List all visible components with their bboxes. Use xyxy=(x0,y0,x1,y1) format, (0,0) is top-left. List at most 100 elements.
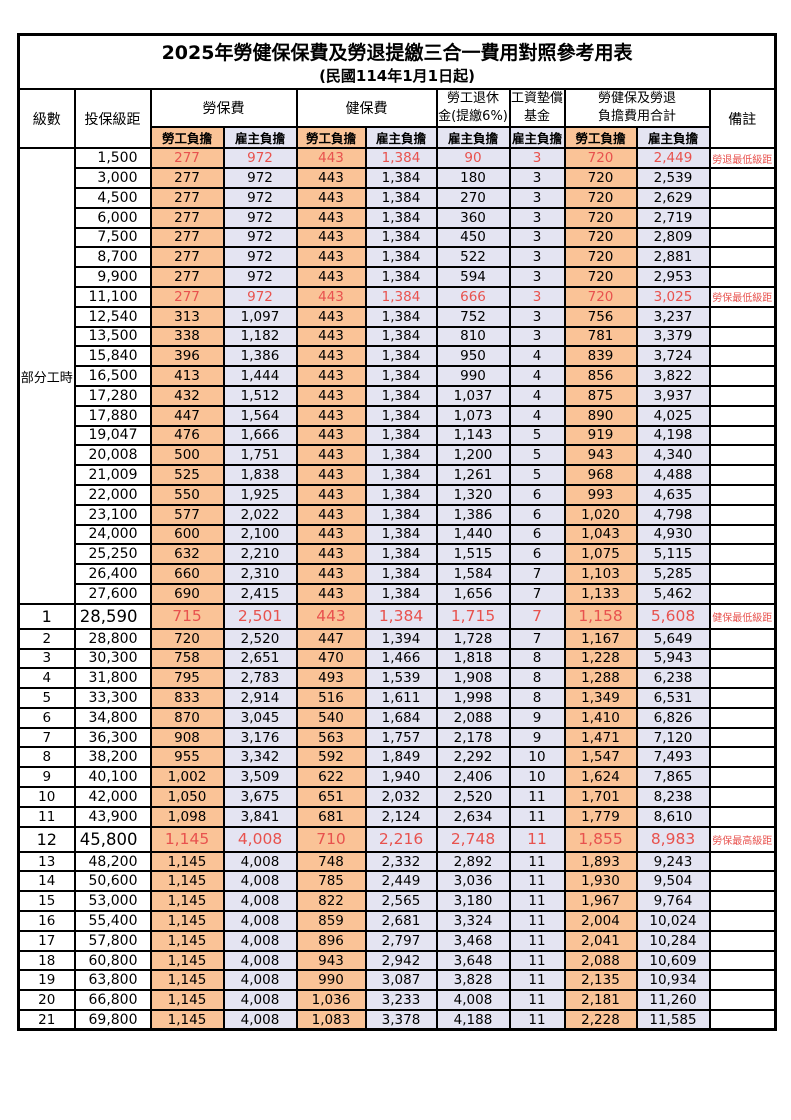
value-cell: 875 xyxy=(563,384,638,407)
remark-cell xyxy=(708,186,777,209)
value-cell: 2,501 xyxy=(222,602,298,630)
value-cell: 2,953 xyxy=(635,266,711,288)
value-cell: 2,520 xyxy=(435,786,511,808)
value-cell: 4,188 xyxy=(435,1009,511,1031)
value-cell: 360 xyxy=(435,206,511,229)
value-cell: 3,509 xyxy=(222,766,298,789)
value-cell: 2,539 xyxy=(635,167,711,189)
value-cell: 2,228 xyxy=(563,1009,638,1031)
level-cell: 13 xyxy=(17,850,76,873)
value-cell: 720 xyxy=(563,285,638,308)
value-cell: 1,384 xyxy=(364,523,438,546)
value-cell: 1,103 xyxy=(563,563,638,585)
value-cell: 3,324 xyxy=(435,910,511,932)
value-cell: 443 xyxy=(295,365,367,387)
value-cell: 1,998 xyxy=(435,687,511,709)
table-row: 7 36,300 908 3,176 563 1,757 2,178 9 1,471 7,120 xyxy=(17,726,777,749)
header-pension-employer: 雇主負擔 xyxy=(435,126,511,150)
value-cell: 413 xyxy=(149,365,225,387)
value-cell: 1,145 xyxy=(149,870,225,893)
value-cell: 1,656 xyxy=(435,582,511,605)
bracket-cell: 26,400 xyxy=(73,563,152,585)
table-row: 22,000 550 1,925 443 1,384 1,320 6 993 4,635 xyxy=(19,483,777,506)
value-cell: 1,320 xyxy=(435,483,511,506)
value-cell: 6,826 xyxy=(635,706,711,729)
value-cell: 1,547 xyxy=(563,746,638,769)
value-cell: 856 xyxy=(563,365,638,387)
table-row: 8 38,200 955 3,342 592 1,849 2,292 10 1,547 7,493 xyxy=(17,746,777,769)
level-cell: 12 xyxy=(17,825,76,853)
table-row: 3,000 277 972 443 1,384 180 3 720 2,539 xyxy=(19,167,777,189)
value-cell: 2,748 xyxy=(435,825,511,853)
value-cell: 5,285 xyxy=(635,563,711,585)
value-cell: 1,384 xyxy=(364,582,438,605)
value-cell: 3,087 xyxy=(364,969,438,992)
value-cell: 720 xyxy=(563,186,638,209)
value-cell: 1,384 xyxy=(364,602,438,630)
remark-cell xyxy=(708,483,777,506)
value-cell: 1,384 xyxy=(364,246,438,269)
remark-cell: 健保最低級距 xyxy=(708,602,777,630)
bracket-cell: 16,500 xyxy=(73,365,152,387)
value-cell: 2,100 xyxy=(222,523,298,546)
value-cell: 443 xyxy=(295,424,367,447)
header-pension: 勞工退休 金(提繳6%) xyxy=(435,87,511,129)
value-cell: 7 xyxy=(508,627,566,650)
value-cell: 3,937 xyxy=(635,384,711,407)
value-cell: 4,930 xyxy=(635,523,711,546)
value-cell: 2,032 xyxy=(364,786,438,808)
remark-cell xyxy=(708,890,777,913)
bracket-cell: 19,047 xyxy=(73,424,152,447)
value-cell: 3,379 xyxy=(635,325,711,348)
value-cell: 715 xyxy=(149,602,225,630)
bracket-cell: 53,000 xyxy=(73,890,152,913)
value-cell: 3,724 xyxy=(635,345,711,368)
value-cell: 1,043 xyxy=(563,523,638,546)
value-cell: 443 xyxy=(295,246,367,269)
table-row: 25,250 632 2,210 443 1,384 1,515 6 1,075 5,115 xyxy=(19,543,777,566)
value-cell: 839 xyxy=(563,345,638,368)
value-cell: 1,384 xyxy=(364,147,438,170)
value-cell: 1,757 xyxy=(364,726,438,749)
value-cell: 270 xyxy=(435,186,511,209)
value-cell: 1,930 xyxy=(563,870,638,893)
value-cell: 943 xyxy=(563,444,638,467)
table-row: 4,500 277 972 443 1,384 270 3 720 2,629 xyxy=(19,186,777,209)
value-cell: 1,145 xyxy=(149,825,225,853)
value-cell: 11 xyxy=(508,870,566,893)
value-cell: 1,967 xyxy=(563,890,638,913)
value-cell: 1,384 xyxy=(364,384,438,407)
header-wage-fund-line2: 基金 xyxy=(523,109,550,125)
value-cell: 1,145 xyxy=(149,989,225,1012)
value-cell: 5 xyxy=(508,464,566,486)
value-cell: 972 xyxy=(222,246,298,269)
value-cell: 2,881 xyxy=(635,246,711,269)
value-cell: 1,512 xyxy=(222,384,298,407)
value-cell: 660 xyxy=(149,563,225,585)
value-cell: 9,504 xyxy=(635,870,711,893)
header-health-insurance: 健保費 xyxy=(295,87,438,129)
value-cell: 972 xyxy=(222,226,298,249)
value-cell: 4,008 xyxy=(222,890,298,913)
remark-cell xyxy=(708,627,777,650)
table-row: 9,900 277 972 443 1,384 594 3 720 2,953 xyxy=(19,266,777,288)
value-cell: 443 xyxy=(295,167,367,189)
value-cell: 516 xyxy=(295,687,367,709)
value-cell: 720 xyxy=(563,246,638,269)
value-cell: 4,008 xyxy=(222,989,298,1012)
value-cell: 9 xyxy=(508,726,566,749)
value-cell: 5 xyxy=(508,424,566,447)
value-cell: 443 xyxy=(295,147,367,170)
value-cell: 710 xyxy=(295,825,367,853)
level-cell: 19 xyxy=(17,969,76,992)
remark-cell xyxy=(708,444,777,467)
value-cell: 4,008 xyxy=(222,949,298,972)
value-cell: 1,145 xyxy=(149,949,225,972)
value-cell: 1,394 xyxy=(364,627,438,650)
header-level: 級數 xyxy=(17,87,76,150)
header-health-employee: 勞工負擔 xyxy=(295,126,367,150)
value-cell: 2,004 xyxy=(563,910,638,932)
value-cell: 1,002 xyxy=(149,766,225,789)
remark-cell xyxy=(708,523,777,546)
value-cell: 277 xyxy=(149,266,225,288)
